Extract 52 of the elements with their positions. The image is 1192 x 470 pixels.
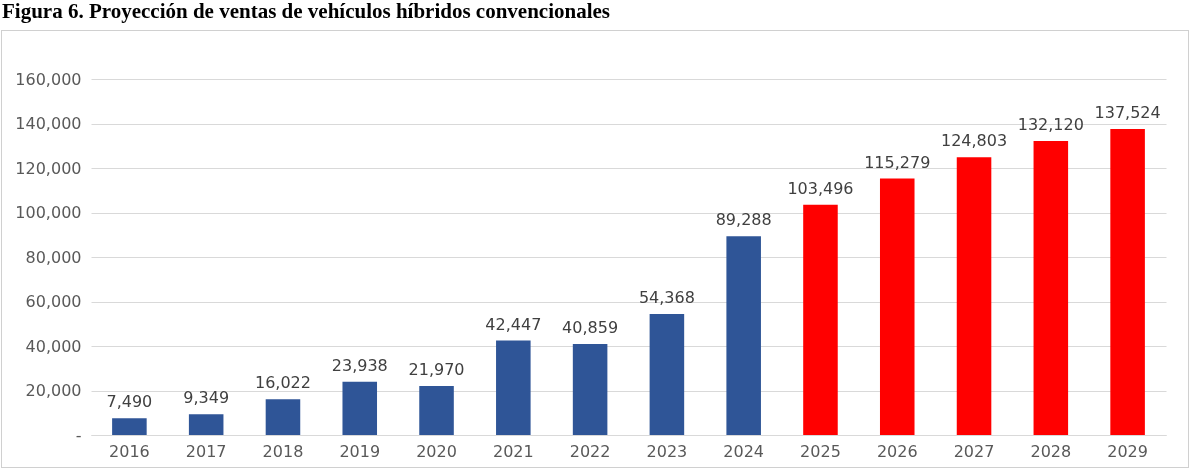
bar bbox=[112, 418, 147, 435]
data-label: 89,288 bbox=[715, 210, 772, 230]
data-label: 23,938 bbox=[331, 355, 388, 375]
bar bbox=[265, 399, 301, 435]
data-label: 42,447 bbox=[485, 314, 542, 334]
data-label: 124,803 bbox=[940, 131, 1008, 151]
y-tick-label: 140,000 bbox=[15, 114, 82, 133]
y-tick-label: 100,000 bbox=[15, 203, 82, 222]
y-tick-label: 120,000 bbox=[15, 158, 82, 178]
bar bbox=[726, 236, 761, 435]
chart-title: Figura 6. Proyección de ventas de vehículos híbridos convencionales bbox=[2, 0, 612, 25]
x-tick-label: 2029 bbox=[1107, 441, 1148, 461]
x-tick-label: 2022 bbox=[569, 441, 611, 461]
data-label: 137,524 bbox=[1094, 103, 1161, 123]
data-label: 115,279 bbox=[864, 152, 931, 172]
data-label: 21,970 bbox=[408, 360, 465, 380]
bar bbox=[879, 178, 915, 435]
bar bbox=[1110, 129, 1145, 435]
x-tick-label: 2020 bbox=[416, 441, 457, 461]
y-tick-label: 80,000 bbox=[25, 247, 82, 267]
x-tick-label: 2018 bbox=[262, 441, 304, 461]
data-label: 9,349 bbox=[183, 388, 230, 408]
x-tick-label: 2028 bbox=[1030, 441, 1072, 461]
x-tick-label: 2027 bbox=[953, 441, 995, 461]
x-tick-label: 2017 bbox=[185, 441, 227, 461]
y-tick-label: 20,000 bbox=[25, 381, 82, 400]
y-tick-label: - bbox=[75, 425, 82, 445]
x-tick-label: 2021 bbox=[492, 441, 534, 461]
bar bbox=[1033, 141, 1069, 435]
data-label: 132,120 bbox=[1017, 115, 1084, 135]
data-label: 103,496 bbox=[787, 178, 854, 198]
x-tick-label: 2025 bbox=[800, 441, 841, 461]
x-tick-label: 2023 bbox=[646, 441, 688, 461]
x-tick-label: 2024 bbox=[723, 441, 765, 461]
bar bbox=[803, 204, 838, 435]
x-tick-label: 2026 bbox=[876, 441, 918, 461]
data-label: 16,022 bbox=[254, 373, 311, 393]
bar bbox=[956, 157, 992, 435]
bar bbox=[188, 414, 224, 435]
y-tick-label: 160,000 bbox=[15, 69, 82, 89]
data-label: 7,490 bbox=[106, 392, 153, 412]
bar bbox=[649, 314, 685, 435]
y-tick-label: 60,000 bbox=[25, 292, 82, 311]
bar bbox=[496, 340, 531, 435]
x-tick-label: 2016 bbox=[109, 441, 150, 461]
bar bbox=[419, 386, 454, 435]
y-tick-label: 40,000 bbox=[25, 336, 82, 356]
bar bbox=[572, 344, 608, 435]
bar bbox=[342, 381, 378, 435]
data-label: 40,859 bbox=[562, 318, 619, 338]
x-tick-label: 2019 bbox=[339, 441, 381, 461]
data-label: 54,368 bbox=[638, 288, 695, 308]
